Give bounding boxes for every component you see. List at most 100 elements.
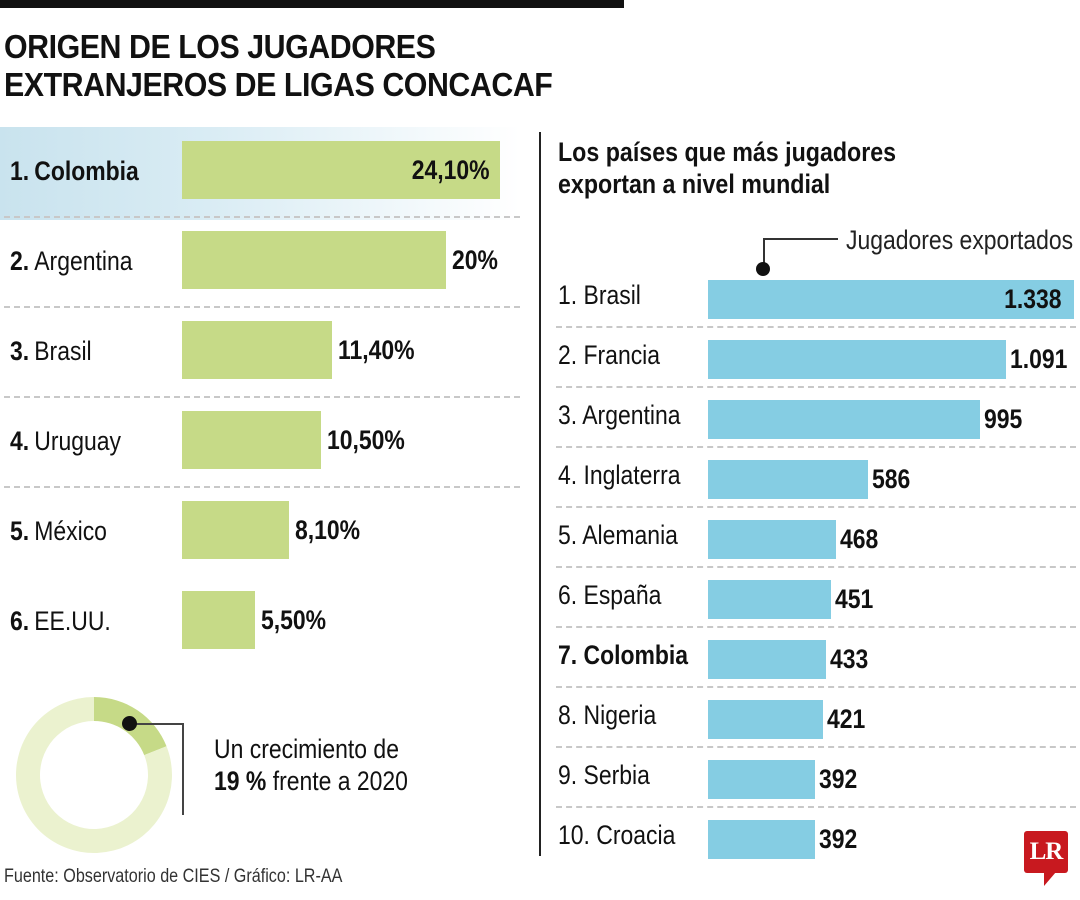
bar — [708, 340, 1006, 379]
right-bar-row: 4. Inglaterra 586 — [548, 445, 1080, 505]
bar — [708, 520, 836, 559]
left-bar-row: 1. Colombia 24,10% — [0, 127, 520, 215]
source-credit: Fuente: Observatorio de CIES / Gráfico: … — [4, 866, 343, 887]
country-label: 1. Brasil — [558, 279, 641, 310]
country-name: Uruguay — [34, 425, 122, 456]
rank: 2. — [10, 245, 30, 276]
bar — [182, 141, 500, 199]
value-label: 421 — [827, 704, 866, 734]
growth-annotation: Un crecimiento de 19 % frente a 2020 — [214, 733, 408, 797]
bar — [708, 640, 826, 679]
row-divider — [556, 326, 1076, 328]
row-divider — [556, 506, 1076, 508]
country-label: 3. Brasil — [10, 307, 92, 395]
value-label: 10,50% — [327, 424, 405, 455]
country-label: 7. Colombia — [558, 639, 689, 670]
country-label: 9. Serbia — [558, 759, 650, 790]
value-label: 11,40% — [338, 334, 415, 365]
bar — [182, 591, 255, 649]
main-title-line-2: EXTRANJEROS DE LIGAS CONCACAF — [4, 66, 553, 103]
value-label: 24,10% — [412, 154, 490, 185]
donut-marker-dot — [122, 716, 137, 731]
growth-line-2: 19 % frente a 2020 — [214, 765, 408, 797]
growth-line-1: Un crecimiento de — [214, 734, 399, 764]
bar — [708, 400, 980, 439]
right-bar-row: 9. Serbia 392 — [548, 745, 1080, 805]
value-label: 468 — [840, 524, 879, 554]
right-title-line-1: Los países que más jugadores — [558, 137, 897, 167]
country-label: 2. Argentina — [10, 217, 133, 305]
bar — [708, 700, 823, 739]
value-label: 433 — [830, 644, 869, 674]
right-bar-row: 3. Argentina 995 — [548, 385, 1080, 445]
row-divider — [556, 446, 1076, 448]
country-name: México — [34, 515, 107, 546]
growth-donut — [14, 695, 174, 855]
main-title-line-1: ORIGEN DE LOS JUGADORES — [4, 28, 436, 65]
donut-leader-v — [182, 723, 184, 815]
rank: 4. — [10, 425, 30, 456]
value-label: 392 — [819, 764, 858, 794]
value-label: 20% — [452, 244, 498, 275]
rank: 1. — [10, 155, 30, 186]
legend-dot — [756, 262, 770, 276]
country-label: 4. Uruguay — [10, 397, 121, 485]
left-bar-row: 5. México 8,10% — [0, 487, 520, 575]
country-label: 2. Francia — [558, 339, 661, 370]
left-bar-row: 4. Uruguay 10,50% — [0, 397, 520, 485]
row-divider — [556, 686, 1076, 688]
legend-leader-h — [763, 238, 838, 240]
country-label: 5. Alemania — [558, 519, 678, 550]
right-bar-row: 5. Alemania 468 — [548, 505, 1080, 565]
bar — [182, 231, 446, 289]
row-divider — [556, 746, 1076, 748]
row-divider — [556, 806, 1076, 808]
right-chart-title: Los países que más jugadores exportan a … — [558, 136, 896, 200]
country-label: 10. Croacia — [558, 819, 676, 850]
donut-svg — [16, 697, 173, 853]
rank: 5. — [10, 515, 30, 546]
bar — [708, 820, 815, 859]
donut-slice-resto — [16, 697, 173, 853]
value-label: 451 — [835, 584, 874, 614]
country-name: EE.UU. — [34, 605, 111, 636]
bar — [708, 580, 831, 619]
donut-leader-h — [130, 723, 184, 725]
value-label: 586 — [872, 464, 911, 494]
country-label: 4. Inglaterra — [558, 459, 681, 490]
row-divider — [4, 216, 520, 218]
country-name: Brasil — [34, 335, 92, 366]
row-divider — [4, 396, 520, 398]
growth-value: 19 % — [214, 766, 267, 796]
bar — [708, 460, 868, 499]
bar — [182, 501, 289, 559]
value-label: 8,10% — [295, 514, 361, 545]
row-divider — [556, 566, 1076, 568]
left-bar-row: 6. EE.UU. 5,50% — [0, 577, 520, 665]
country-label: 3. Argentina — [558, 399, 681, 430]
value-label: 5,50% — [261, 604, 327, 635]
legend-leader-v — [763, 238, 765, 268]
bar — [182, 321, 332, 379]
column-divider — [539, 132, 541, 856]
row-divider — [4, 486, 520, 488]
bar — [182, 411, 321, 469]
value-label: 392 — [819, 824, 858, 854]
top-rule — [0, 0, 624, 8]
country-label: 5. México — [10, 487, 107, 575]
rank: 3. — [10, 335, 30, 366]
right-bar-row: 10. Croacia 392 — [548, 805, 1080, 865]
value-label: 1.091 — [1010, 344, 1068, 374]
main-title: ORIGEN DE LOS JUGADORES EXTRANJEROS DE L… — [4, 28, 553, 104]
rank: 6. — [10, 605, 30, 636]
right-bar-row: 7. Colombia 433 — [548, 625, 1080, 685]
country-label: 1. Colombia — [10, 127, 139, 215]
value-label: 995 — [984, 404, 1023, 434]
right-title-line-2: exportan a nivel mundial — [558, 169, 831, 199]
bar — [708, 280, 1074, 319]
right-bar-row: 8. Nigeria 421 — [548, 685, 1080, 745]
left-bar-row: 3. Brasil 11,40% — [0, 307, 520, 395]
bar — [708, 760, 815, 799]
legend-label: Jugadores exportados — [846, 225, 1074, 255]
country-label: 6. EE.UU. — [10, 577, 111, 665]
